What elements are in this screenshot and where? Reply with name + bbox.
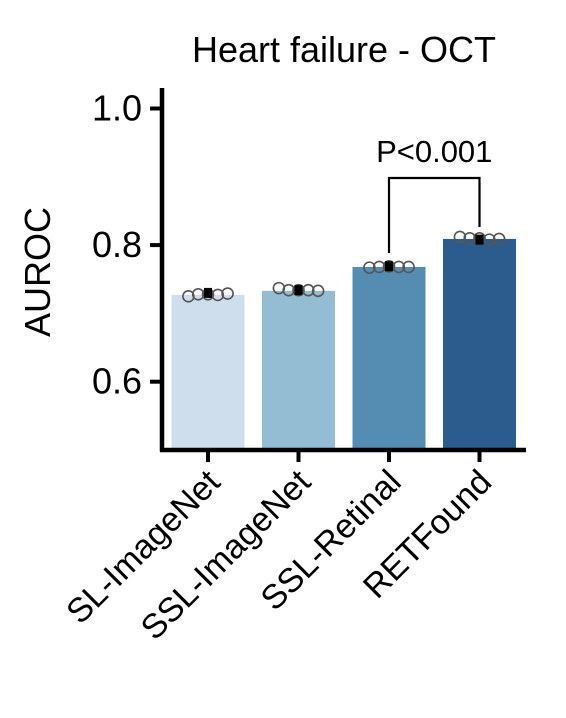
data-point-0-4	[221, 287, 234, 300]
bars-group	[171, 238, 516, 450]
data-point-2-1	[372, 260, 386, 274]
data-point-1-2	[292, 283, 305, 297]
y-tick-label-1: 0.8	[92, 224, 142, 265]
p-value-label: P<0.001	[376, 134, 492, 169]
data-point-2-2	[382, 259, 396, 273]
data-point-0-3	[211, 288, 225, 302]
y-axis-label: AUROC	[17, 207, 58, 337]
data-point-1-4	[311, 284, 325, 298]
data-point-3-1	[463, 231, 477, 245]
y-tick-label-0: 1.0	[92, 87, 142, 128]
bar-3	[443, 238, 516, 450]
data-point-2-4	[402, 260, 415, 274]
significance-bracket: P<0.001	[376, 134, 492, 253]
data-point-3-3	[482, 233, 496, 246]
chart-title: Heart failure - OCT	[192, 29, 496, 70]
data-point-1-1	[282, 283, 296, 297]
data-point-1-3	[301, 283, 315, 297]
data-point-3-0	[453, 230, 467, 244]
data-point-2-3	[392, 260, 406, 274]
points-group	[182, 230, 506, 303]
bar-1	[262, 290, 335, 450]
mean-marker-1	[294, 285, 303, 296]
mean-marker-2	[385, 261, 393, 272]
y-tick-label-2: 0.6	[92, 361, 142, 402]
bar-0	[171, 294, 245, 450]
x-tick-label-0: SL-ImageNet	[59, 462, 228, 631]
data-point-2-0	[363, 261, 376, 274]
mean-marker-3	[475, 234, 484, 245]
data-point-0-1	[191, 287, 205, 301]
data-point-3-4	[492, 232, 506, 246]
bar-2	[352, 266, 426, 450]
bracket-line	[387, 176, 481, 253]
mean-marker-0	[204, 287, 212, 298]
